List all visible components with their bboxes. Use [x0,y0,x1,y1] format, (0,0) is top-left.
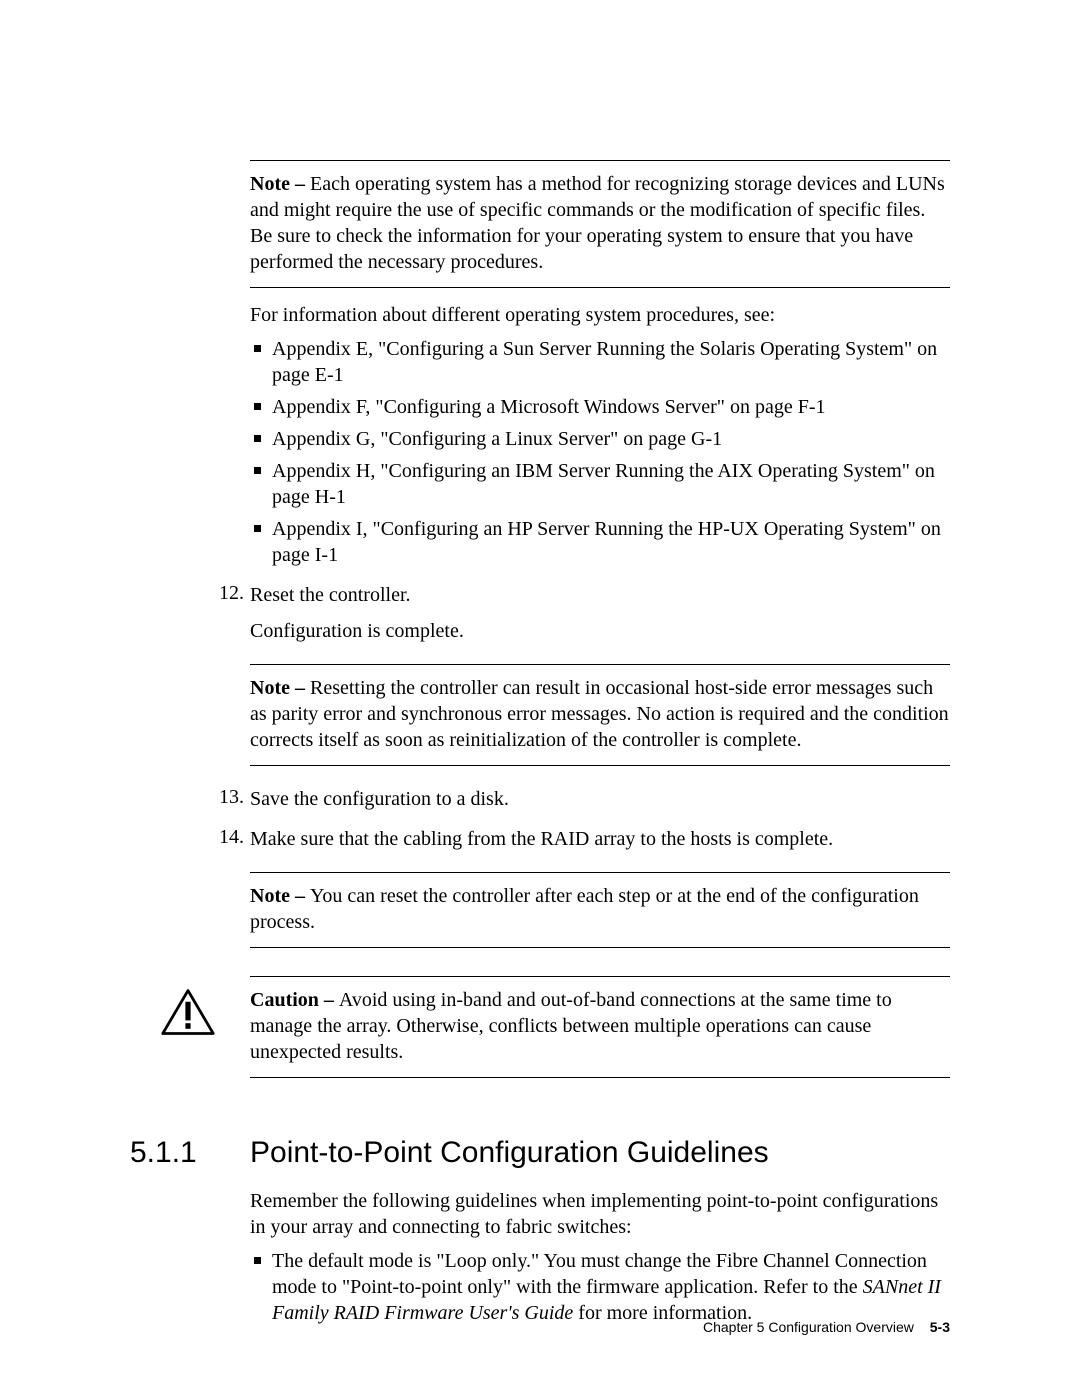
rule [250,947,950,948]
step-13: 13. Save the configuration to a disk. [216,786,950,812]
guideline-text-pre: The default mode is "Loop only." You mus… [272,1250,927,1298]
section-title: Point-to-Point Configuration Guidelines [250,1136,769,1170]
step-12: 12. Reset the controller. Configuration … [216,582,950,644]
list-item: Appendix H, "Configuring an IBM Server R… [250,458,950,510]
note-text: Resetting the controller can result in o… [250,677,949,751]
content-column: Note – Each operating system has a metho… [250,160,950,1326]
note-block: Note – Resetting the controller can resu… [250,665,950,765]
step-number: 12. [216,582,250,644]
caution-label: Caution – [250,989,339,1011]
note-label: Note – [250,173,310,195]
guidelines-list: The default mode is "Loop only." You mus… [250,1248,950,1326]
body-paragraph: For information about different operatin… [250,302,950,328]
note-label: Note – [250,885,310,907]
step-text: Reset the controller. [250,582,950,608]
note-block: Note – Each operating system has a metho… [250,161,950,287]
appendix-list: Appendix E, "Configuring a Sun Server Ru… [250,336,950,568]
note-block: Note – You can reset the controller afte… [250,873,950,947]
note-label: Note – [250,677,310,699]
list-item: Appendix E, "Configuring a Sun Server Ru… [250,336,950,388]
body-paragraph: Remember the following guidelines when i… [250,1188,950,1240]
list-item: The default mode is "Loop only." You mus… [250,1248,950,1326]
note-text: You can reset the controller after each … [250,885,919,933]
caution-block: Caution – Avoid using in-band and out-of… [160,977,950,1077]
step-number: 13. [216,786,250,812]
step-subtext: Configuration is complete. [250,618,950,644]
list-item: Appendix F, "Configuring a Microsoft Win… [250,394,950,420]
step-number: 14. [216,826,250,852]
step-text: Save the configuration to a disk. [250,786,950,812]
note-text: Each operating system has a method for r… [250,173,945,273]
step-text: Make sure that the cabling from the RAID… [250,826,950,852]
footer-page-number: 5-3 [930,1319,950,1335]
rule [250,1077,950,1078]
rule [250,287,950,288]
rule [250,765,950,766]
list-item: Appendix G, "Configuring a Linux Server"… [250,426,950,452]
footer-chapter: Chapter 5 Configuration Overview [703,1319,914,1335]
page: Note – Each operating system has a metho… [0,0,1080,1397]
caution-text: Avoid using in-band and out-of-band conn… [250,989,892,1063]
list-item: Appendix I, "Configuring an HP Server Ru… [250,516,950,568]
caution-icon [160,987,250,1037]
page-footer: Chapter 5 Configuration Overview 5-3 [703,1319,950,1335]
step-14: 14. Make sure that the cabling from the … [216,826,950,852]
section-number: 5.1.1 [130,1136,250,1170]
section-heading: 5.1.1 Point-to-Point Configuration Guide… [130,1136,950,1170]
